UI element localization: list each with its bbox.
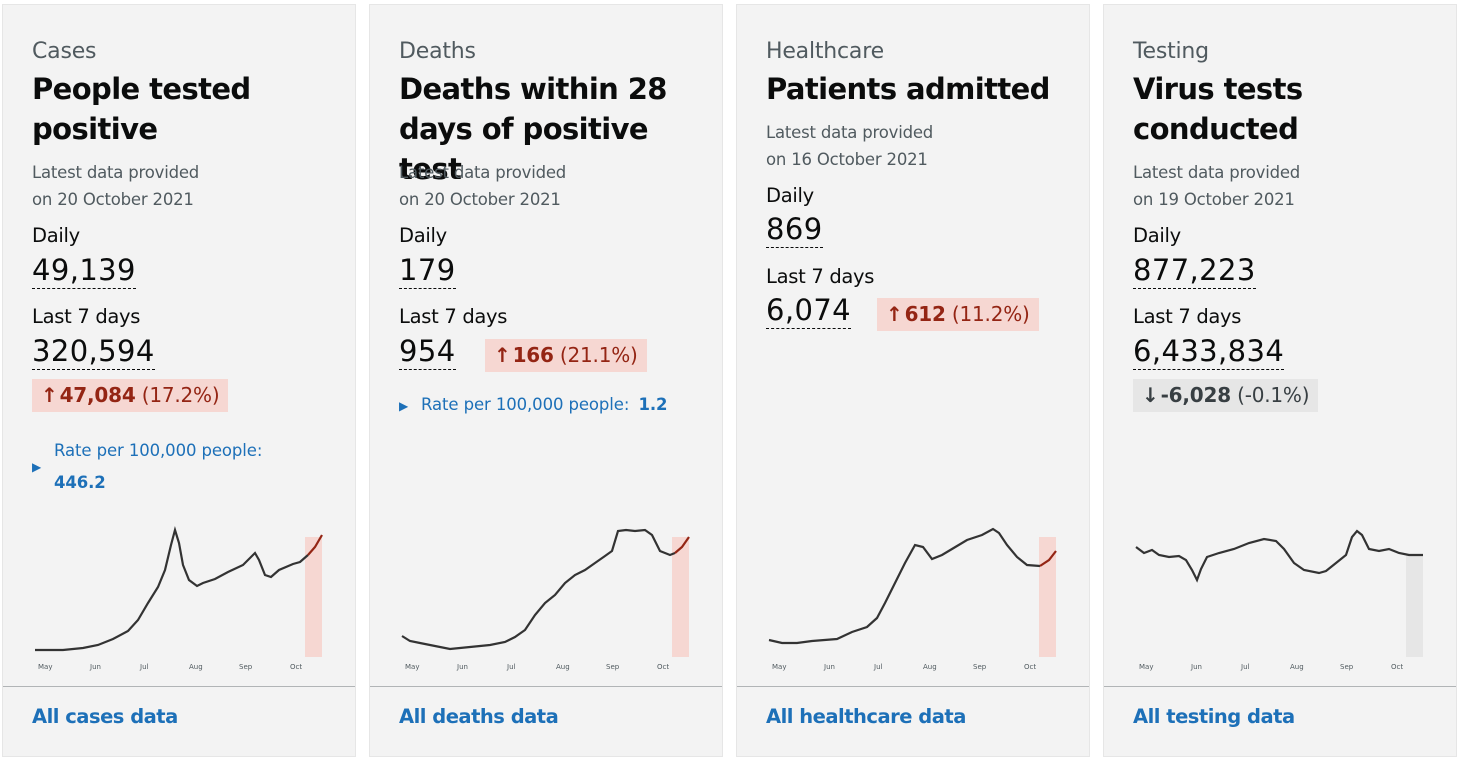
sparkline-recent-line [1039, 550, 1057, 567]
card-heading: Patients admitted [766, 72, 1050, 106]
daily-value[interactable]: 49,139 [32, 253, 136, 289]
cases-sparkline-chart: May Jun Jul Aug Sep Oct [35, 526, 323, 671]
last-updated: Latest data provided on 16 October 2021 [766, 123, 934, 169]
x-tick-label: Sep [1340, 663, 1354, 671]
change-badge: ↑ 612 (11.2%) [877, 298, 1039, 331]
last-updated: Latest data provided on 19 October 2021 [1133, 163, 1301, 209]
x-tick-label: Oct [1391, 663, 1403, 671]
triangle-right-icon: ▶ [32, 460, 42, 474]
weekly-label: Last 7 days [399, 305, 508, 328]
x-tick-label: Jul [873, 663, 883, 671]
recent-period-highlight [305, 537, 322, 657]
recent-period-highlight [672, 537, 689, 657]
deaths-card: Deaths Deaths within 28 days of positive… [369, 4, 723, 757]
card-category: Deaths [399, 39, 476, 64]
weekly-label: Last 7 days [32, 305, 141, 328]
last-updated: Latest data provided on 20 October 2021 [32, 163, 200, 209]
daily-value[interactable]: 877,223 [1133, 253, 1256, 289]
weekly-value[interactable]: 6,074 [766, 293, 852, 329]
x-tick-label: May [772, 663, 786, 671]
daily-label: Daily [32, 224, 80, 247]
x-tick-label: Jun [89, 663, 101, 671]
card-heading: Deaths within 28 days of positive test [399, 72, 667, 186]
card-divider [737, 686, 1089, 687]
card-heading: People tested positive [32, 72, 251, 146]
arrow-up-icon: ↑ [886, 302, 903, 326]
x-tick-label: Aug [189, 663, 203, 671]
daily-value[interactable]: 869 [766, 212, 823, 248]
x-tick-label: Jun [1190, 663, 1202, 671]
x-tick-label: Sep [973, 663, 987, 671]
sparkline-recent-line [674, 536, 690, 554]
weekly-value[interactable]: 320,594 [32, 334, 155, 370]
daily-label: Daily [399, 224, 447, 247]
x-tick-label: Oct [657, 663, 669, 671]
weekly-value[interactable]: 954 [399, 334, 456, 370]
testing-sparkline-chart: May Jun Jul Aug Sep Oct [1135, 529, 1423, 671]
sparkline-line [35, 526, 309, 652]
card-divider [370, 686, 722, 687]
x-tick-label: Jun [456, 663, 468, 671]
all-cases-link[interactable]: All cases data [32, 705, 178, 728]
sparkline-line [401, 528, 676, 651]
daily-label: Daily [1133, 224, 1181, 247]
x-tick-label: Jul [139, 663, 149, 671]
triangle-right-icon: ▶ [399, 399, 409, 413]
card-category: Testing [1133, 39, 1209, 64]
arrow-up-icon: ↑ [494, 343, 511, 367]
arrow-up-icon: ↑ [41, 383, 58, 407]
weekly-label: Last 7 days [766, 265, 875, 288]
daily-value[interactable]: 179 [399, 253, 456, 289]
testing-card: Testing Virus tests conducted Latest dat… [1103, 4, 1457, 757]
rate-disclosure[interactable]: ▶ Rate per 100,000 people: 1.2 [399, 395, 668, 414]
x-tick-label: May [38, 663, 52, 671]
all-deaths-link[interactable]: All deaths data [399, 705, 559, 728]
x-tick-label: Jul [506, 663, 516, 671]
card-category: Healthcare [766, 39, 884, 64]
x-tick-label: May [405, 663, 419, 671]
sparkline-line [1135, 529, 1423, 583]
rate-disclosure[interactable]: ▶ Rate per 100,000 people: 446.2 [32, 441, 263, 492]
x-tick-label: Oct [290, 663, 302, 671]
card-category: Cases [32, 39, 97, 64]
daily-label: Daily [766, 184, 814, 207]
x-tick-label: Aug [1290, 663, 1304, 671]
x-tick-label: Oct [1024, 663, 1036, 671]
x-tick-label: Aug [556, 663, 570, 671]
change-badge: ↑ 47,084 (17.2%) [32, 379, 229, 412]
sparkline-recent-line [307, 534, 323, 556]
x-tick-label: Aug [923, 663, 937, 671]
recent-period-highlight [1406, 555, 1423, 657]
change-badge: ↑ 166 (21.1%) [485, 339, 647, 372]
cases-card: Cases People tested positive Latest data… [2, 4, 356, 757]
weekly-label: Last 7 days [1133, 305, 1242, 328]
card-divider [3, 686, 355, 687]
x-tick-label: Jul [1240, 663, 1250, 671]
weekly-value[interactable]: 6,433,834 [1133, 334, 1285, 370]
x-tick-label: Sep [239, 663, 253, 671]
all-testing-link[interactable]: All testing data [1133, 705, 1295, 728]
last-updated: Latest data provided on 20 October 2021 [399, 163, 567, 209]
recent-period-highlight [1039, 537, 1056, 657]
arrow-down-icon: ↓ [1142, 383, 1159, 407]
healthcare-card: Healthcare Patients admitted Latest data… [736, 4, 1090, 757]
sparkline-line [768, 527, 1041, 645]
all-healthcare-link[interactable]: All healthcare data [766, 705, 966, 728]
card-heading: Virus tests conducted [1133, 72, 1303, 146]
x-tick-label: Sep [606, 663, 620, 671]
x-tick-label: Jun [823, 663, 835, 671]
healthcare-sparkline-chart: May Jun Jul Aug Sep Oct [768, 527, 1057, 671]
card-divider [1104, 686, 1456, 687]
x-tick-label: May [1139, 663, 1153, 671]
deaths-sparkline-chart: May Jun Jul Aug Sep Oct [401, 528, 690, 671]
change-badge: ↓ -6,028 (-0.1%) [1133, 379, 1319, 412]
